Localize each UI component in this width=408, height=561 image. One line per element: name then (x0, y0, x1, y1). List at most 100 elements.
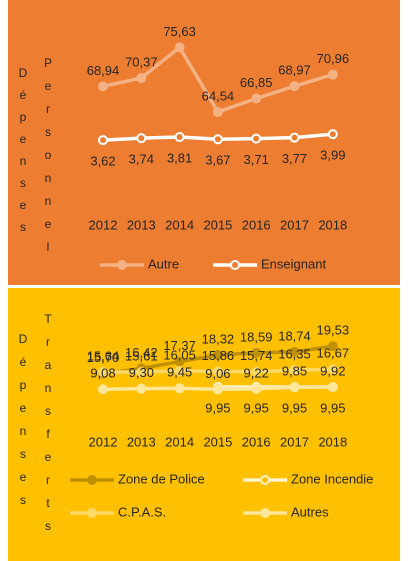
data-label: 3,62 (90, 154, 115, 169)
data-label: 3,67 (205, 153, 230, 168)
data-point (174, 383, 185, 394)
data-label: 9,85 (282, 364, 307, 379)
data-label: 15,64 (87, 348, 120, 363)
x-tick-label: 2014 (165, 217, 194, 232)
data-label: 68,97 (278, 63, 311, 78)
data-label: 9,30 (129, 365, 154, 380)
data-point (174, 356, 185, 367)
data-label: 9,08 (90, 366, 115, 381)
legend-label: Zone de Police (118, 471, 205, 486)
data-point (98, 384, 108, 395)
x-tick-label: 2015 (203, 217, 232, 232)
data-label: 19,53 (317, 323, 350, 338)
data-point (98, 367, 108, 377)
data-point (289, 81, 300, 92)
legend-label: C.P.A.S. (118, 504, 166, 519)
x-tick-label: 2013 (127, 217, 156, 232)
data-point (136, 73, 147, 84)
data-point (251, 383, 262, 394)
data-label: 16,67 (317, 346, 350, 361)
data-label: 15,70 (87, 350, 120, 365)
panel-background (8, 0, 400, 285)
data-label: 18,32 (202, 331, 235, 346)
data-point (212, 349, 223, 360)
legend-label: Zone Incendie (291, 471, 373, 486)
data-point (136, 383, 147, 394)
x-tick-label: 2013 (127, 434, 156, 449)
data-label: 15,74 (240, 348, 273, 363)
x-tick-label: 2012 (89, 434, 118, 449)
legend-marker (117, 260, 127, 270)
data-point (174, 132, 185, 143)
data-point (212, 366, 223, 377)
data-label: 3,99 (320, 148, 345, 163)
data-label: 9,95 (244, 400, 269, 415)
x-tick-label: 2012 (89, 217, 118, 232)
data-label: 9,06 (205, 366, 230, 381)
data-label: 9,22 (244, 365, 269, 380)
x-tick-label: 2016 (242, 434, 271, 449)
data-label: 3,81 (167, 150, 192, 165)
data-point (289, 382, 300, 393)
data-label: 17,37 (163, 338, 196, 353)
data-label: 9,92 (320, 363, 345, 378)
data-point (136, 367, 147, 378)
data-point (212, 106, 223, 117)
data-label: 9,45 (167, 365, 192, 380)
legend-label: Enseignant (261, 256, 326, 271)
data-point (212, 134, 223, 145)
data-point (327, 382, 338, 393)
x-tick-label: 2015 (203, 434, 232, 449)
y-axis-label: Personnel (41, 56, 55, 263)
data-label: 70,96 (317, 51, 350, 66)
legend-marker (260, 475, 270, 485)
x-tick-label: 2018 (318, 217, 347, 232)
data-label: 18,59 (240, 329, 273, 344)
y-axis-label: Transferts (41, 312, 55, 542)
legend-marker (87, 508, 97, 518)
data-label: 3,71 (244, 152, 269, 167)
data-point (98, 135, 108, 146)
data-label: 15,61 (125, 349, 158, 364)
data-label: 3,74 (129, 152, 154, 167)
data-label: 66,85 (240, 75, 273, 90)
legend-marker (260, 508, 270, 518)
legend-label: Autres (291, 504, 329, 519)
data-point (327, 69, 338, 80)
data-point (327, 129, 338, 140)
data-point (251, 366, 262, 377)
legend-marker (230, 260, 240, 270)
data-label: 16,05 (163, 347, 196, 362)
data-point (289, 346, 300, 357)
data-label: 68,94 (87, 63, 120, 78)
data-label: 9,95 (205, 400, 230, 415)
x-tick-label: 2017 (280, 434, 309, 449)
y-axis-label: Dépenses (16, 332, 30, 516)
data-point (212, 384, 223, 395)
data-label: 16,35 (278, 347, 311, 362)
x-tick-label: 2018 (318, 434, 347, 449)
data-point (251, 93, 262, 104)
x-tick-label: 2016 (242, 217, 271, 232)
data-point (327, 364, 338, 375)
legend-label: Autre (148, 256, 179, 271)
data-label: 15,86 (202, 348, 235, 363)
data-point (251, 347, 262, 358)
data-point (289, 365, 300, 376)
y-axis-label: Dépenses (16, 66, 30, 242)
data-point (251, 133, 262, 144)
data-label: 18,74 (278, 328, 311, 343)
data-label: 75,63 (163, 24, 196, 39)
data-label: 9,95 (320, 400, 345, 415)
data-point (136, 133, 147, 144)
data-label: 70,37 (125, 54, 158, 69)
panel-background (8, 288, 400, 561)
legend-marker (87, 475, 97, 485)
data-label: 16,42 (125, 345, 158, 360)
data-point (98, 81, 108, 92)
data-point (174, 42, 185, 53)
data-label: 64,54 (202, 88, 235, 103)
x-tick-label: 2014 (165, 434, 194, 449)
